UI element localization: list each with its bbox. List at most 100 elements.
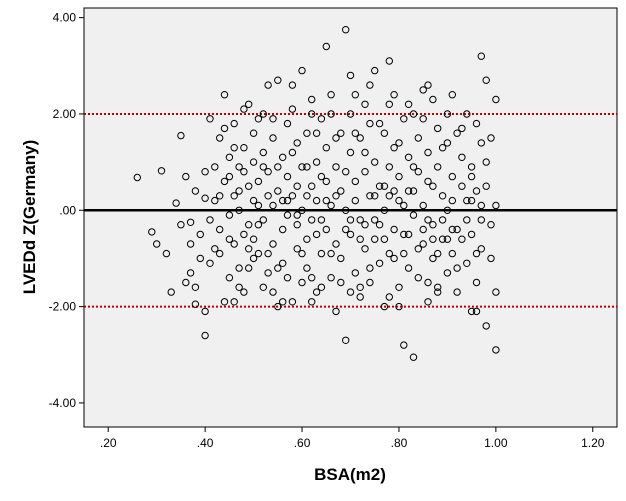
data-point xyxy=(395,302,403,311)
data-point xyxy=(443,269,452,277)
data-point xyxy=(264,249,272,258)
data-point xyxy=(317,115,326,123)
data-point xyxy=(419,115,427,123)
data-point xyxy=(463,196,471,205)
data-point xyxy=(342,168,350,176)
data-point xyxy=(346,71,355,80)
data-point xyxy=(346,148,355,157)
data-point xyxy=(279,153,287,162)
data-point xyxy=(487,254,495,263)
data-point xyxy=(414,245,422,253)
data-point xyxy=(351,269,359,277)
data-point xyxy=(400,341,408,349)
data-point xyxy=(157,167,166,175)
data-point xyxy=(409,211,418,219)
data-point xyxy=(482,158,490,166)
data-point xyxy=(245,264,253,272)
data-point xyxy=(317,172,326,181)
data-point xyxy=(375,259,384,267)
data-point xyxy=(303,235,311,243)
data-point xyxy=(380,206,389,215)
data-point xyxy=(312,288,321,296)
data-point xyxy=(274,163,282,171)
data-point xyxy=(371,216,379,224)
data-point xyxy=(264,192,272,200)
data-point xyxy=(162,249,171,258)
data-point xyxy=(191,300,200,308)
data-point xyxy=(453,264,461,272)
data-point xyxy=(400,115,408,123)
data-point xyxy=(351,91,359,99)
data-point xyxy=(172,199,180,207)
data-point xyxy=(201,168,209,176)
data-point xyxy=(264,168,272,176)
data-point xyxy=(477,201,485,210)
data-point xyxy=(458,235,466,243)
data-point xyxy=(351,196,359,205)
data-point xyxy=(385,57,393,65)
data-point xyxy=(390,187,398,195)
data-point xyxy=(254,201,263,210)
data-point xyxy=(322,225,330,234)
data-point xyxy=(424,148,432,157)
data-point xyxy=(404,264,413,272)
data-point xyxy=(477,139,485,147)
data-point xyxy=(419,86,427,94)
data-point xyxy=(371,235,379,243)
data-point xyxy=(288,192,297,200)
data-point xyxy=(429,235,437,243)
data-point xyxy=(371,158,379,166)
data-point xyxy=(337,254,345,263)
data-point xyxy=(303,129,311,137)
data-point xyxy=(385,293,393,301)
data-point xyxy=(133,173,142,182)
data-point xyxy=(356,216,364,224)
data-point xyxy=(356,293,364,301)
data-point xyxy=(477,245,485,253)
data-point xyxy=(312,230,321,239)
data-point xyxy=(196,254,205,263)
data-point xyxy=(448,196,456,205)
data-point xyxy=(279,298,287,306)
data-point xyxy=(472,307,481,316)
data-point xyxy=(390,144,398,152)
data-point xyxy=(467,172,476,181)
data-point xyxy=(409,110,418,118)
data-point xyxy=(230,119,238,128)
data-point xyxy=(293,211,301,219)
data-point xyxy=(366,81,374,89)
data-point xyxy=(283,119,292,128)
data-point xyxy=(216,134,224,142)
data-point xyxy=(400,201,408,210)
data-point xyxy=(467,307,476,316)
data-point xyxy=(385,192,393,200)
data-point xyxy=(196,230,205,239)
data-point xyxy=(216,225,224,234)
data-point xyxy=(220,91,229,99)
data-point xyxy=(308,95,316,104)
data-point xyxy=(254,177,263,186)
data-point xyxy=(264,269,272,277)
data-point xyxy=(225,172,234,181)
data-point xyxy=(346,230,355,239)
data-point xyxy=(429,95,437,104)
data-point xyxy=(201,331,209,340)
data-point xyxy=(400,249,408,258)
data-point xyxy=(298,249,306,258)
data-point xyxy=(366,278,374,287)
data-point xyxy=(264,81,272,89)
y-axis-title: LVEDd Z(Germany) xyxy=(20,140,39,295)
data-point xyxy=(245,221,253,229)
data-point xyxy=(453,129,461,137)
data-point xyxy=(395,172,403,181)
data-point xyxy=(371,66,379,75)
data-point xyxy=(400,230,408,239)
data-point xyxy=(463,216,471,224)
data-point xyxy=(298,163,306,171)
data-point xyxy=(312,158,321,166)
data-point xyxy=(293,221,301,229)
data-point xyxy=(235,163,243,171)
data-point xyxy=(424,216,432,224)
data-point xyxy=(211,163,219,171)
data-point xyxy=(346,288,355,296)
